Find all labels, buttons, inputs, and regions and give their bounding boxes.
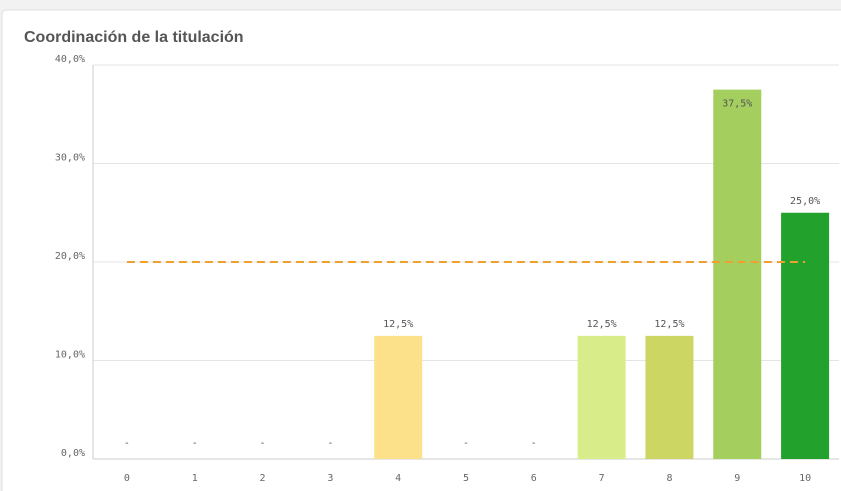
chart-title: Coordinación de la titulación <box>24 29 244 46</box>
value-label: - <box>531 438 537 449</box>
bar <box>577 335 626 459</box>
y-tick-label: 30,0% <box>55 153 85 164</box>
x-tick-label: 3 <box>327 473 333 484</box>
bar <box>781 212 830 459</box>
value-label: - <box>260 438 266 449</box>
x-tick-label: 2 <box>260 473 266 484</box>
x-tick-label: 9 <box>734 473 740 484</box>
value-label: - <box>327 438 333 449</box>
value-label: 37,5% <box>722 99 752 110</box>
x-tick-label: 1 <box>192 473 198 484</box>
bar <box>645 335 694 459</box>
y-tick-label: 20,0% <box>55 251 85 262</box>
y-tick-label: 10,0% <box>55 350 85 361</box>
x-tick-label: 7 <box>599 473 605 484</box>
y-tick-label: 0,0% <box>61 448 85 459</box>
panel <box>1 9 841 491</box>
x-tick-label: 5 <box>463 473 469 484</box>
value-label: 12,5% <box>383 319 413 330</box>
value-label: 12,5% <box>654 319 684 330</box>
x-tick-label: 0 <box>124 473 130 484</box>
value-label: 12,5% <box>587 319 617 330</box>
x-tick-label: 6 <box>531 473 537 484</box>
bar <box>713 89 762 459</box>
value-label: - <box>463 438 469 449</box>
value-label: - <box>124 438 130 449</box>
bar <box>374 335 423 459</box>
x-tick-label: 10 <box>799 473 811 484</box>
value-label: - <box>192 438 198 449</box>
value-label: 25,0% <box>790 196 820 207</box>
y-tick-label: 40,0% <box>55 54 85 65</box>
x-tick-label: 8 <box>666 473 672 484</box>
x-tick-label: 4 <box>395 473 401 484</box>
